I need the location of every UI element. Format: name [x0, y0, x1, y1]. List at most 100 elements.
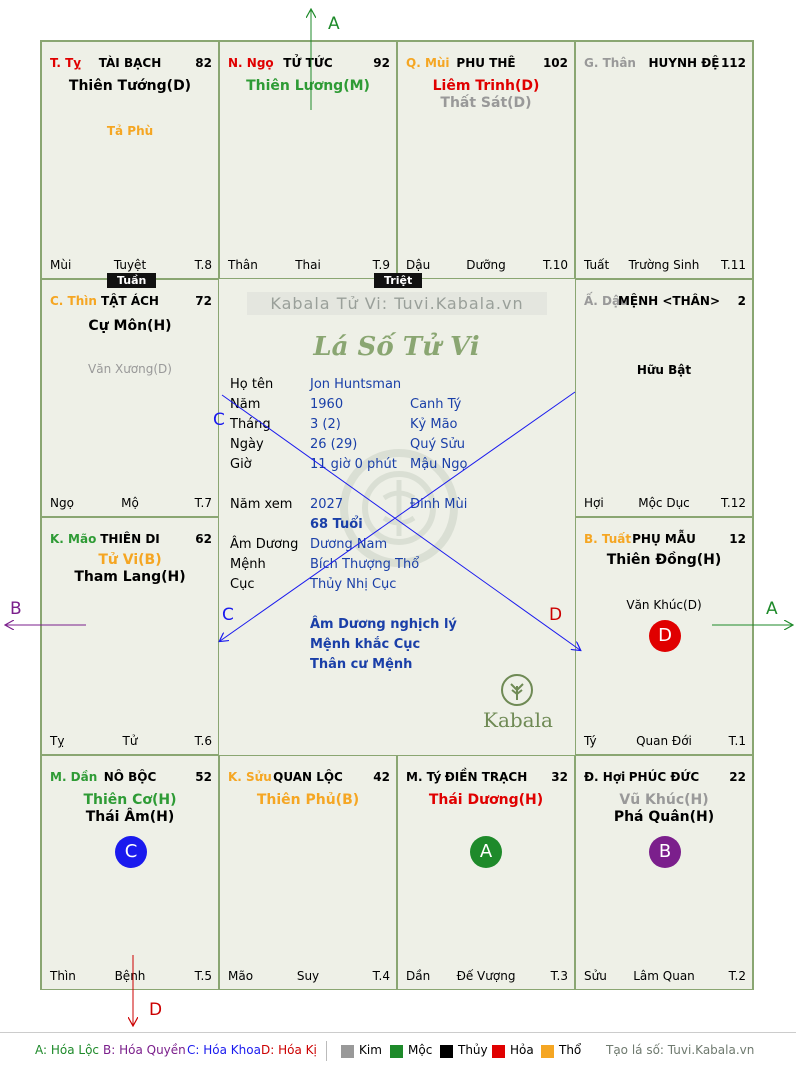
cell-branch: Mão [228, 969, 254, 983]
cell-stage: Quan Đới [636, 734, 692, 748]
main-star: Tham Lang(H) [74, 569, 186, 585]
legend-divider [326, 1041, 327, 1061]
triet-label: Triệt [374, 273, 423, 288]
legend-hoa: Hỏa [510, 1043, 534, 1057]
note-menh-cuc: Mệnh khắc Cục [310, 637, 421, 652]
palace-name: PHU THÊ [456, 56, 516, 70]
value-cuc: Thủy Nhị Cục [310, 577, 397, 592]
cell-age: 112 [720, 56, 746, 70]
label-gio: Giờ [230, 457, 252, 472]
cell-month: T.7 [194, 496, 212, 510]
palace-name: TỬ TỨC [283, 56, 333, 70]
cell-age: 72 [195, 294, 212, 308]
cell-stem: T. Tỵ [50, 56, 82, 70]
cell-ngo: N. Ngọ TỬ TỨC 92 Thiên Lương(M) Thân Tha… [219, 41, 397, 279]
legend-hoa-ki: D: Hóa Kị [261, 1043, 317, 1057]
brand-name: Kabala [483, 708, 553, 732]
cell-stem: G. Thân [584, 56, 636, 70]
value-ngay: 26 (29) [310, 437, 358, 452]
value-gio: 11 giờ 0 phút [310, 457, 397, 472]
arrow-label-d-bottom: D [149, 1000, 162, 1020]
palace-name: PHỤ MẪU [632, 532, 696, 546]
cell-stage: Tuyệt [113, 258, 147, 272]
cell-stem: Q. Mùi [406, 56, 450, 70]
cell-age: 62 [195, 532, 212, 546]
value-nam-xem: 2027 [310, 497, 344, 512]
cell-month: T.3 [550, 969, 568, 983]
cell-mao: K. Mão THIÊN DI 62 Tử Vi(B) Tham Lang(H)… [41, 517, 219, 755]
label-nam: Năm [230, 397, 261, 412]
main-star: Thất Sát(D) [440, 95, 532, 111]
palace-name: TÀI BẠCH [98, 56, 162, 70]
center-panel: Kabala Tử Vi: Tuvi.Kabala.vn Lá Số Tử Vi… [219, 278, 574, 755]
cell-branch: Tuất [584, 258, 610, 272]
main-star: Vũ Khúc(H) [619, 792, 709, 808]
cell-age: 82 [195, 56, 212, 70]
swatch-tho [541, 1045, 554, 1058]
cell-age: 2 [737, 294, 746, 308]
cell-month: T.2 [728, 969, 746, 983]
cell-month: T.4 [372, 969, 390, 983]
watermark-text: Kabala Tử Vi: Tuvi.Kabala.vn [247, 292, 547, 315]
cell-age: 12 [729, 532, 746, 546]
swatch-moc [390, 1045, 403, 1058]
legend-bar: A: Hóa Lộc B: Hóa Quyền C: Hóa Khoa D: H… [0, 1032, 796, 1071]
cell-month: T.5 [194, 969, 212, 983]
cell-stem: K. Sửu [228, 770, 272, 784]
label-thang: Tháng [230, 417, 271, 432]
cell-stage: Trường Sinh [628, 258, 700, 272]
cell-suu: K. Sửu QUAN LỘC 42 Thiên Phủ(B) Mão Suy … [219, 755, 397, 990]
minor-star: Văn Khúc(D) [626, 598, 702, 612]
cell-dan: M. Dần NÔ BỘC 52 Thiên Cơ(H) Thái Âm(H) … [41, 755, 219, 990]
main-star: Cự Môn(H) [88, 318, 172, 334]
cell-age: 22 [729, 770, 746, 784]
cell-stem: Ấ. Dậu [584, 294, 629, 308]
badge-hoa-loc: A [470, 836, 502, 868]
cell-stem: K. Mão [50, 532, 97, 546]
cell-branch: Dần [406, 969, 431, 983]
palace-name: MỆNH <THÂN> [617, 294, 721, 308]
main-star: Thiên Phủ(B) [256, 792, 360, 808]
main-star: Tử Vi(B) [98, 552, 162, 568]
main-star: Thiên Đồng(H) [606, 552, 722, 568]
label-ho-ten: Họ tên [230, 377, 274, 392]
palace-name: HUYNH ĐỆ [648, 56, 720, 70]
cell-age: 102 [542, 56, 568, 70]
value-thang: 3 (2) [310, 417, 341, 432]
site-link[interactable]: Tạo lá số: Tuvi.Kabala.vn [606, 1043, 755, 1057]
cell-branch: Thìn [50, 969, 76, 983]
cell-tuat: B. Tuất PHỤ MẪU 12 Thiên Đồng(H) Văn Khú… [575, 517, 753, 755]
cell-stem: M. Tý [406, 770, 442, 784]
minor-star: Hữu Bật [636, 363, 692, 377]
badge-hoa-khoa: C [115, 836, 147, 868]
value-am-duong: Dương Nam [310, 537, 388, 552]
cell-stage: Đế Vượng [456, 969, 516, 983]
label-am-duong: Âm Dương [230, 537, 299, 552]
cell-ty: T. Tỵ TÀI BẠCH 82 Thiên Tướng(D) Tả Phù … [41, 41, 219, 279]
minor-star: Tả Phù [106, 124, 154, 138]
value-nam-can-chi: Canh Tý [410, 397, 462, 412]
cell-month: T.1 [728, 734, 746, 748]
label-menh: Mệnh [230, 557, 266, 572]
value-gio-can-chi: Mậu Ngọ [410, 457, 468, 472]
cell-tyy: M. Tý ĐIỀN TRẠCH 32 Thái Dương(H) A Dần … [397, 755, 575, 990]
cell-mui: Q. Mùi PHU THÊ 102 Liêm Trinh(D) Thất Sá… [397, 41, 575, 279]
main-star: Thiên Tướng(D) [68, 78, 192, 94]
main-star: Thái Dương(H) [428, 792, 544, 808]
cell-branch: Sửu [584, 969, 607, 983]
tuan-label: Tuần [107, 273, 157, 288]
value-ho-ten: Jon Huntsman [310, 377, 402, 392]
swatch-kim [341, 1045, 354, 1058]
value-nam: 1960 [310, 397, 344, 412]
label-nam-xem: Năm xem [230, 497, 293, 512]
legend-tho: Thổ [559, 1043, 582, 1057]
main-star: Thiên Lương(M) [246, 78, 370, 94]
label-cuc: Cục [230, 577, 255, 592]
cell-age: 32 [551, 770, 568, 784]
cell-branch: Hợi [584, 496, 604, 510]
legend-hoa-khoa: C: Hóa Khoa [187, 1043, 261, 1057]
swatch-thuy [440, 1045, 453, 1058]
palace-name: TẬT ÁCH [101, 294, 159, 308]
palace-name: THIÊN DI [100, 532, 160, 546]
palace-name: PHÚC ĐỨC [628, 770, 700, 784]
